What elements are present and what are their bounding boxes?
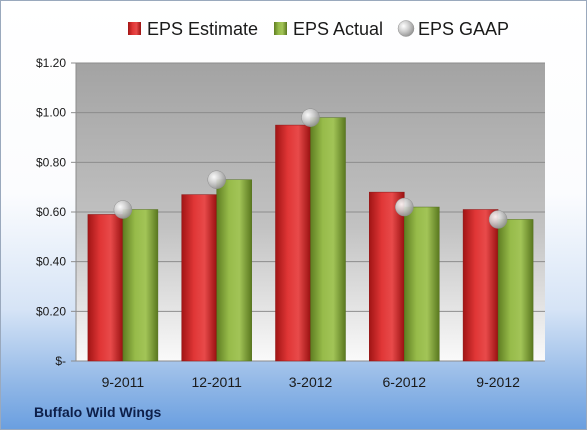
x-axis-labels: 9-2011 12-2011 3-2012 6-2012 9-2012	[102, 374, 520, 390]
marker-eps-gaap	[301, 108, 320, 127]
bar-eps-estimate	[275, 124, 311, 362]
y-tick-label: $1.00	[36, 106, 66, 120]
legend-swatch	[397, 20, 415, 37]
legend-swatch	[128, 22, 141, 35]
bar-eps-actual	[404, 206, 440, 362]
y-tick-label: $0.40	[36, 255, 66, 269]
bar-eps-actual	[310, 117, 346, 362]
legend-swatch	[274, 22, 287, 35]
gaap-markers	[113, 108, 508, 229]
bar-eps-estimate	[181, 194, 217, 362]
legend-label: EPS Estimate	[147, 19, 258, 39]
y-axis-ticks: $- $0.20 $0.40 $0.60 $0.80 $1.00 $1.20	[36, 56, 77, 368]
x-category-label: 3-2012	[289, 374, 333, 390]
y-tick-label: $0.80	[36, 155, 66, 169]
legend-label: EPS GAAP	[418, 19, 509, 39]
x-category-label: 9-2011	[102, 374, 145, 390]
bar-eps-estimate	[462, 209, 499, 362]
bar-eps-estimate	[87, 214, 124, 362]
bar-eps-estimate	[369, 191, 405, 362]
legend-label: EPS Actual	[293, 19, 383, 39]
marker-eps-gaap	[207, 170, 226, 189]
marker-eps-gaap	[488, 210, 508, 229]
y-tick-label: $-	[55, 354, 66, 368]
y-tick-label: $0.60	[36, 205, 66, 219]
marker-eps-gaap	[395, 197, 414, 217]
bar-eps-actual	[497, 219, 534, 362]
bar-eps-actual	[122, 209, 159, 362]
bars	[87, 117, 534, 362]
company-label: Buffalo Wild Wings	[34, 404, 161, 420]
y-tick-label: $0.20	[36, 304, 66, 318]
y-tick-label: $1.20	[36, 56, 66, 70]
bar-eps-actual	[216, 179, 252, 362]
x-category-label: 12-2011	[192, 374, 243, 390]
x-category-label: 9-2012	[476, 374, 520, 390]
marker-eps-gaap	[113, 200, 133, 219]
x-category-label: 6-2012	[383, 374, 427, 390]
legend: EPS Estimate EPS Actual EPS GAAP	[128, 19, 509, 39]
